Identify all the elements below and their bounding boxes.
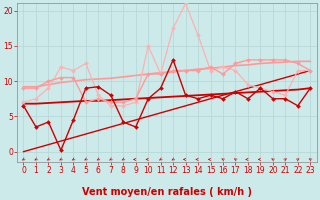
X-axis label: Vent moyen/en rafales ( km/h ): Vent moyen/en rafales ( km/h ) [82, 187, 252, 197]
